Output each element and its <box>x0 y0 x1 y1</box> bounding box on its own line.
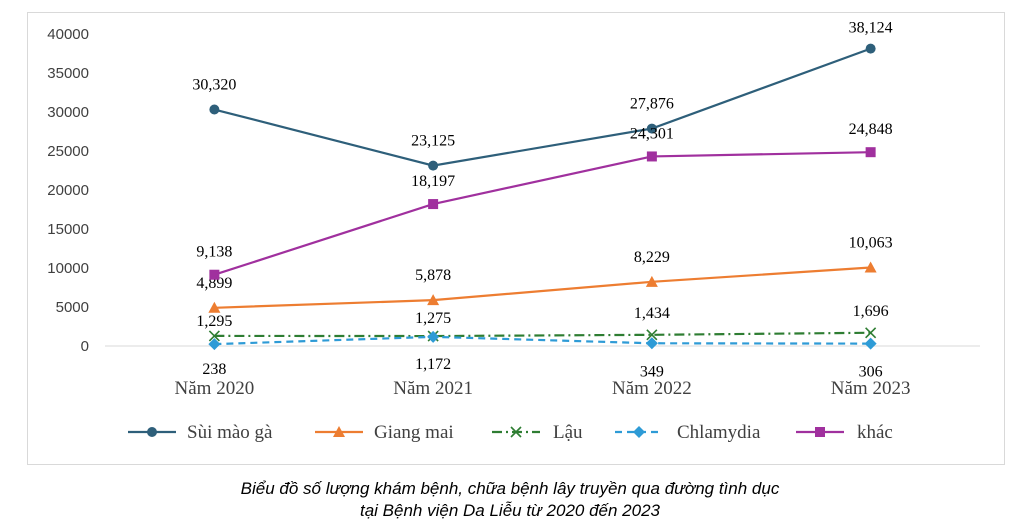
series-point-khac <box>865 147 876 158</box>
legend-label-khac: khác <box>857 422 893 443</box>
data-label: 23,125 <box>411 133 455 150</box>
caption-line-1: Biểu đồ số lượng khám bệnh, chữa bệnh lâ… <box>240 479 780 498</box>
series-point-giang-mai <box>427 294 440 306</box>
series-point-sui-mao-ga <box>209 104 220 115</box>
chart-caption: Biểu đồ số lượng khám bệnh, chữa bệnh lâ… <box>0 478 1020 522</box>
data-label: 9,138 <box>196 244 232 261</box>
data-label: 1,696 <box>853 303 889 320</box>
y-tick-label: 5000 <box>56 299 89 316</box>
series-point-lau <box>208 330 220 342</box>
legend-marker-chlamydia <box>633 426 645 438</box>
data-label: 349 <box>640 363 664 380</box>
data-label: 1,434 <box>634 305 670 322</box>
legend-marker-sui-mao-ga <box>147 427 157 437</box>
series-line-lau <box>214 331 871 338</box>
caption-line-2: tại Bệnh viện Da Liễu từ 2020 đến 2023 <box>360 501 660 520</box>
series-line-giang-mai <box>214 266 871 309</box>
x-category-label: Năm 2020 <box>175 378 255 399</box>
y-tick-label: 20000 <box>47 182 89 199</box>
y-tick-label: 0 <box>81 338 89 355</box>
series-point-sui-mao-ga <box>865 43 876 54</box>
legend-label-giang-mai: Giang mai <box>374 422 454 443</box>
series-point-chlamydia <box>645 337 658 350</box>
series-point-khac <box>209 269 220 280</box>
y-tick-label: 40000 <box>47 26 89 43</box>
data-label: 1,172 <box>415 356 451 373</box>
data-label: 24,301 <box>630 125 674 142</box>
y-tick-label: 10000 <box>47 260 89 277</box>
x-category-label: Năm 2022 <box>612 378 692 399</box>
legend-label-lau: Lậu <box>553 422 583 443</box>
data-label: 1,295 <box>196 313 232 330</box>
series-point-chlamydia <box>208 338 221 351</box>
x-category-label: Năm 2023 <box>831 378 911 399</box>
data-label: 18,197 <box>411 173 455 190</box>
series-point-giang-mai <box>208 301 221 313</box>
series-point-chlamydia <box>864 337 877 350</box>
data-label: 27,876 <box>630 96 674 113</box>
data-label: 1,275 <box>415 310 451 327</box>
chart-frame <box>27 12 1005 465</box>
series-line-chlamydia <box>214 335 871 346</box>
series-line-sui-mao-ga <box>214 47 872 167</box>
data-label: 238 <box>202 361 226 378</box>
data-label: 38,124 <box>849 20 893 37</box>
series-point-sui-mao-ga <box>646 123 657 134</box>
data-label: 24,848 <box>849 121 893 138</box>
x-category-label: Năm 2021 <box>393 378 473 399</box>
series-point-chlamydia <box>427 330 440 343</box>
series-point-lau <box>646 329 658 341</box>
data-label: 306 <box>859 364 883 381</box>
y-tick-label: 15000 <box>47 221 89 238</box>
line-chart: 0 5000 10000 15000 20000 25000 30000 35000 40000… <box>47 20 980 443</box>
series-point-khac <box>428 199 439 210</box>
series-line-khac <box>214 151 871 276</box>
data-label: 5,878 <box>415 267 451 284</box>
legend-label-sui-mao-ga: Sùi mào gà <box>187 422 273 443</box>
data-label: 4,899 <box>196 275 232 292</box>
legend-marker-khac <box>815 427 825 437</box>
data-label: 8,229 <box>634 249 670 266</box>
series-point-giang-mai <box>864 261 877 273</box>
y-tick-label: 35000 <box>47 65 89 82</box>
legend-marker-lau <box>510 426 522 438</box>
series-point-giang-mai <box>645 275 658 287</box>
y-tick-label: 25000 <box>47 143 89 160</box>
series-point-lau <box>865 327 877 339</box>
series-point-khac <box>646 151 657 162</box>
y-tick-label: 30000 <box>47 104 89 121</box>
legend-label-chlamydia: Chlamydia <box>677 422 761 443</box>
legend-marker-giang-mai <box>333 426 345 437</box>
data-label: 10,063 <box>849 235 893 252</box>
data-label: 30,320 <box>192 77 236 94</box>
series-point-sui-mao-ga <box>428 160 439 171</box>
